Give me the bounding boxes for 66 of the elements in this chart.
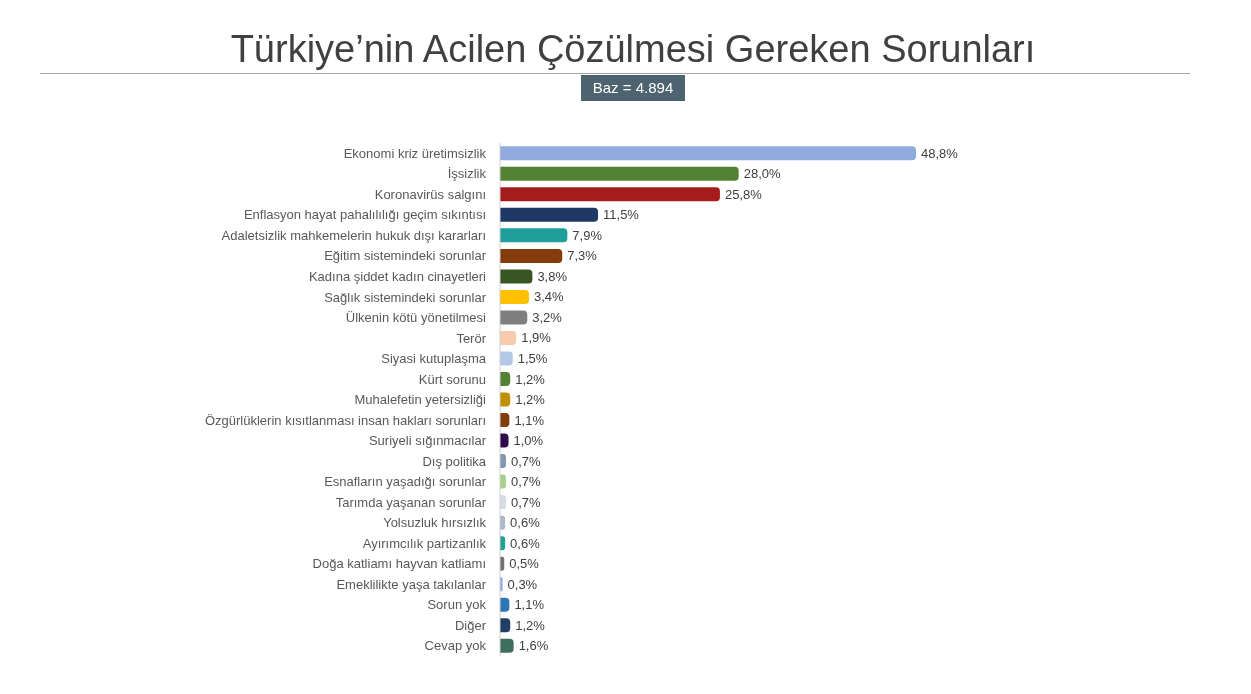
data-label: 1,2% [515, 371, 546, 387]
data-label: 7,9% [572, 227, 603, 243]
bar [500, 330, 517, 345]
y-tick-label: Emeklilikte yaşa takılanlar [336, 576, 487, 592]
data-label: 0,6% [510, 535, 541, 551]
y-tick-label: Sağlık sistemindeki sorunlar [324, 289, 487, 305]
bar [500, 638, 514, 653]
y-tick-label: Terör [456, 330, 487, 346]
bar [500, 310, 528, 325]
data-label: 0,3% [507, 576, 538, 592]
y-tick-label: Muhalefetin yetersizliği [354, 392, 487, 408]
y-tick-label: Siyasi kutuplaşma [381, 351, 487, 367]
data-label: 1,2% [515, 617, 546, 633]
y-tick-label: Esnafların yaşadığı sorunlar [324, 474, 487, 490]
data-label: 1,6% [518, 638, 549, 654]
data-label: 11,5% [603, 207, 640, 223]
y-tick-label: Eğitim sistemindeki sorunlar [324, 248, 487, 264]
y-tick-label: Enflasyon hayat pahalılılığı geçim sıkıntısı [243, 207, 486, 223]
data-label: 1,1% [514, 412, 545, 428]
y-tick-label: Ekonomi kriz üretimsizlik [343, 145, 487, 161]
chart-subtitle: Baz = 4.894 [580, 75, 686, 101]
bar [500, 207, 599, 222]
data-label: 0,7% [510, 494, 542, 510]
data-label: 0,7% [510, 474, 542, 490]
y-tick-label: Suriyeli sığınmacılar [368, 433, 487, 449]
bar [500, 228, 568, 243]
data-label: 48,8% [921, 145, 959, 161]
data-label: 0,5% [509, 556, 540, 572]
y-tick-label: Sorun yok [427, 597, 487, 613]
data-label: 1,1% [514, 597, 545, 613]
data-label: 3,4% [533, 289, 565, 305]
data-label: 0,7% [510, 453, 542, 469]
chart-title: Türkiye’nin Acilen Çözülmesi Gereken Sorunları [229, 27, 1037, 72]
y-tick-label: Kadına şiddet kadın cinayetleri [308, 268, 487, 284]
data-label: 28,0% [743, 166, 781, 182]
bar [500, 269, 533, 284]
y-tick-label: Ülkenin kötü yönetilmesi [345, 310, 487, 326]
data-label: 0,6% [510, 515, 541, 531]
bar [500, 187, 720, 202]
bar [500, 372, 511, 386]
data-label: 1,5% [517, 350, 548, 366]
data-label: 3,8% [537, 268, 568, 284]
y-tick-label: Yolsuzluk hırsızlık [383, 515, 487, 531]
y-tick-label: Kürt sorunu [418, 371, 486, 387]
data-label: 1,9% [521, 330, 552, 346]
y-tick-label: Doğa katliamı hayvan katliamı [312, 556, 486, 572]
data-label: 3,2% [532, 309, 563, 325]
data-label: 1,2% [515, 392, 546, 408]
bar [500, 351, 513, 366]
bar [500, 289, 529, 304]
y-tick-label: Adaletsizlik mahkemelerin hukuk dışı kararları [221, 227, 486, 243]
y-tick-label: Dış politika [422, 453, 487, 469]
bar [500, 166, 739, 181]
bar [500, 248, 563, 263]
bar [500, 146, 916, 161]
y-tick-label: İşsizlik [447, 166, 487, 182]
y-tick-label: Ayırımcılık partizanlık [362, 535, 487, 551]
bar [500, 618, 511, 633]
y-tick-label: Koronavirüs salgını [374, 186, 486, 202]
data-label: 25,8% [724, 186, 763, 202]
y-tick-label: Diğer [454, 617, 487, 633]
y-tick-label: Cevap yok [424, 638, 487, 654]
data-label: 7,3% [567, 248, 598, 264]
y-tick-label: Tarımda yaşanan sorunlar [335, 494, 487, 510]
data-label: 1,0% [513, 433, 544, 449]
y-tick-label: Özgürlüklerin kısıtlanması insan hakları sorunları [204, 412, 486, 428]
